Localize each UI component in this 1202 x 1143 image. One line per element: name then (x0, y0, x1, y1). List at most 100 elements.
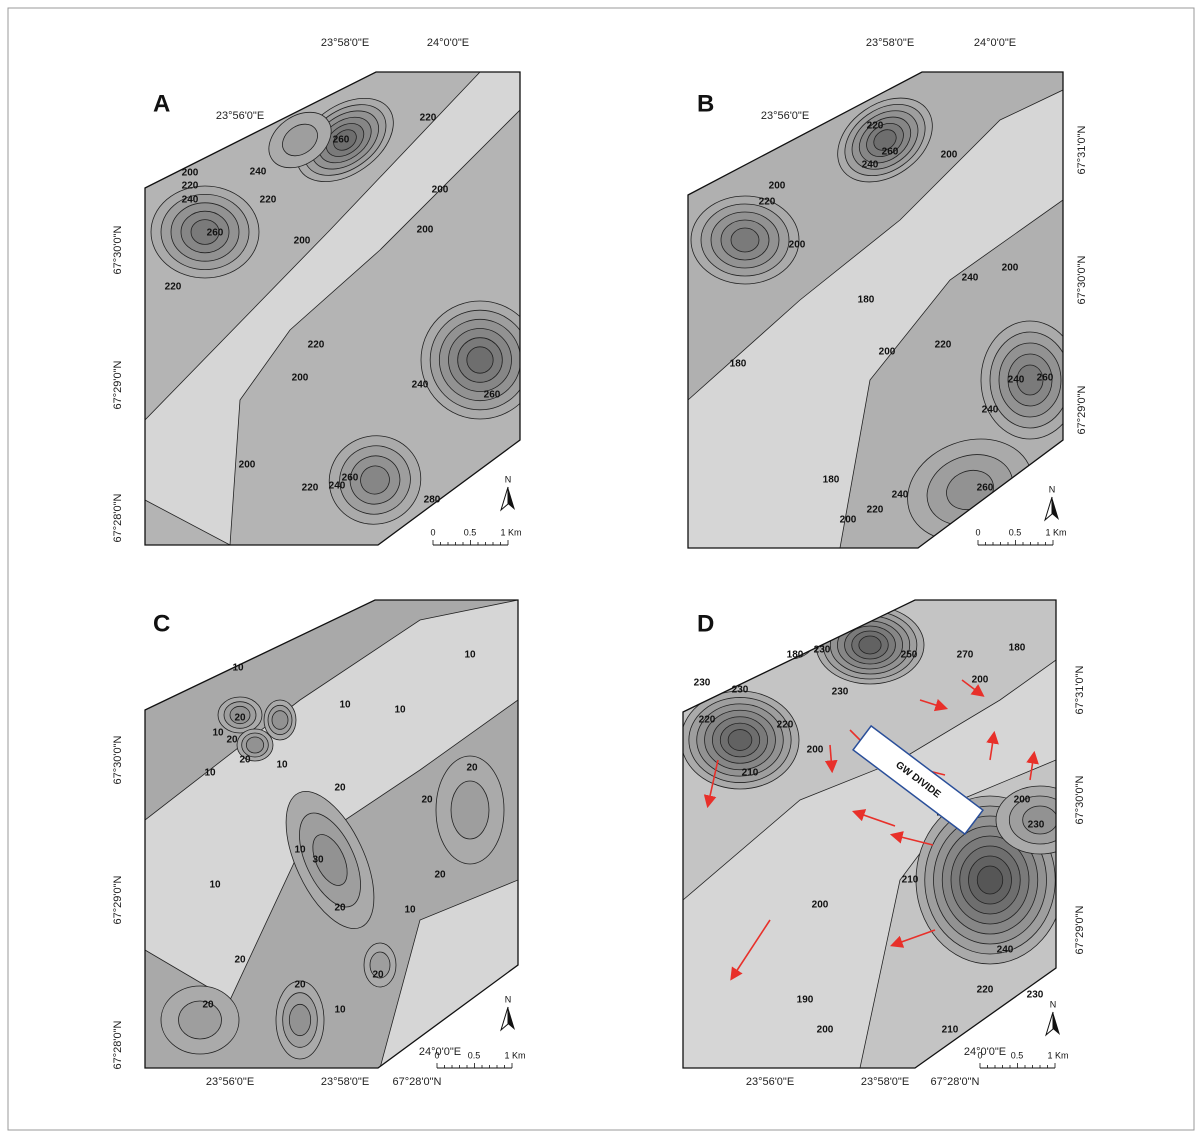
contour-label: 10 (394, 705, 406, 716)
contour-label: 180 (858, 295, 875, 306)
contour-label: 230 (1027, 990, 1044, 1001)
contour-label: 210 (742, 768, 759, 779)
coordinate-label: 23°58'0"E (321, 1076, 369, 1088)
coordinate-label: 23°58'0"E (866, 37, 914, 49)
coordinate-label: 67°31'0"N (1074, 665, 1086, 714)
contour-label: 240 (182, 195, 199, 206)
contour-label: 10 (204, 768, 216, 779)
contour-label: 30 (312, 855, 324, 866)
coordinate-label: 23°56'0"E (761, 110, 809, 122)
coordinate-label: 67°29'0"N (112, 875, 124, 924)
flow-arrow (824, 744, 838, 774)
contour (229, 705, 251, 725)
light-zone (688, 89, 1063, 548)
coordinate-label: 67°29'0"N (1074, 905, 1086, 954)
coordinate-label: 67°28'0"N (931, 1076, 980, 1088)
map-outline (144, 599, 519, 1069)
scale-label: 1 Km (1047, 1050, 1068, 1060)
contour-label: 240 (1008, 375, 1025, 386)
contour-label: 200 (812, 900, 829, 911)
contour-label: 260 (333, 135, 350, 146)
light-zone (145, 72, 520, 545)
flow-arrow (961, 679, 985, 697)
coordinate-label: 67°30'0"N (1074, 775, 1086, 824)
scale-label: 1 Km (1045, 527, 1066, 537)
contour (858, 635, 882, 655)
contour-label: 20 (334, 903, 346, 914)
contour-label: 260 (977, 483, 994, 494)
contour (271, 710, 289, 730)
contour-label: 220 (420, 113, 437, 124)
coordinate-label: 67°30'0"N (112, 225, 124, 274)
gw-box (852, 724, 984, 836)
coordinate-label: 67°28'0"N (112, 493, 124, 542)
contour-label: 220 (935, 340, 952, 351)
north-arrow (1052, 497, 1059, 520)
contour-label: 220 (302, 483, 319, 494)
contour-label: 220 (867, 505, 884, 516)
contour-label: 10 (209, 880, 221, 891)
contour-label: 260 (1037, 373, 1054, 384)
north-arrow (508, 1007, 515, 1030)
contour-label: 200 (239, 460, 256, 471)
coordinate-label: 23°56'0"E (216, 110, 264, 122)
contour-label: 240 (982, 405, 999, 416)
contour (781, 621, 799, 639)
contour-label: 20 (421, 795, 433, 806)
contour-label: 20 (334, 783, 346, 794)
contour-label: 220 (182, 181, 199, 192)
coordinate-label: 24°0'0"E (427, 37, 469, 49)
contour-label: 240 (962, 273, 979, 284)
contour-label: 10 (404, 905, 416, 916)
contour-label: 200 (789, 240, 806, 251)
contour (178, 1000, 222, 1040)
north-arrow (1053, 1012, 1060, 1035)
contour-label: 240 (892, 490, 909, 501)
contour-label: 10 (464, 650, 476, 661)
contour-label: 20 (466, 763, 478, 774)
contour (976, 865, 1004, 895)
contour-label: 230 (814, 645, 831, 656)
contour (312, 834, 348, 886)
contour-label: 200 (972, 675, 989, 686)
contour-label: 220 (260, 195, 277, 206)
contour-label: 200 (879, 347, 896, 358)
scale-label: 0.5 (464, 527, 477, 537)
contour (245, 736, 265, 754)
north-arrow (500, 486, 509, 512)
contour (333, 129, 357, 151)
contour (730, 227, 760, 253)
north-arrow (1045, 1011, 1054, 1037)
scale-label: 1 Km (504, 1050, 525, 1060)
map-outline (682, 599, 1057, 1069)
contour-label: 200 (417, 225, 434, 236)
contour (466, 346, 494, 374)
north-arrow (1044, 496, 1053, 522)
flow-arrow (730, 919, 771, 981)
contour-label: 280 (424, 495, 441, 506)
coordinate-label: 23°58'0"E (861, 1076, 909, 1088)
scale-label: 0 (975, 527, 980, 537)
coordinate-label: 24°0'0"E (964, 1046, 1006, 1058)
contour (288, 1003, 312, 1037)
contour-label: 200 (292, 373, 309, 384)
contour (190, 219, 220, 245)
flow-arrow (1026, 750, 1039, 781)
contour-label: 180 (823, 475, 840, 486)
contour-label: 210 (942, 1025, 959, 1036)
contour-label: 220 (777, 720, 794, 731)
contour-label: 200 (817, 1025, 834, 1036)
contour-label: 10 (212, 728, 224, 739)
contour-label: 20 (234, 713, 246, 724)
scale-label: 0 (434, 1050, 439, 1060)
contour-label: 200 (432, 185, 449, 196)
light-zone (683, 659, 1056, 1068)
map-panel (683, 600, 1056, 1068)
panel-letter: C (153, 610, 170, 637)
contour-label: 20 (234, 955, 246, 966)
panel-letter: D (697, 610, 714, 637)
contour-label: 220 (165, 282, 182, 293)
contour-label: 10 (232, 663, 244, 674)
coordinate-label: 67°31'0"N (1076, 125, 1088, 174)
contour-label: 230 (832, 687, 849, 698)
